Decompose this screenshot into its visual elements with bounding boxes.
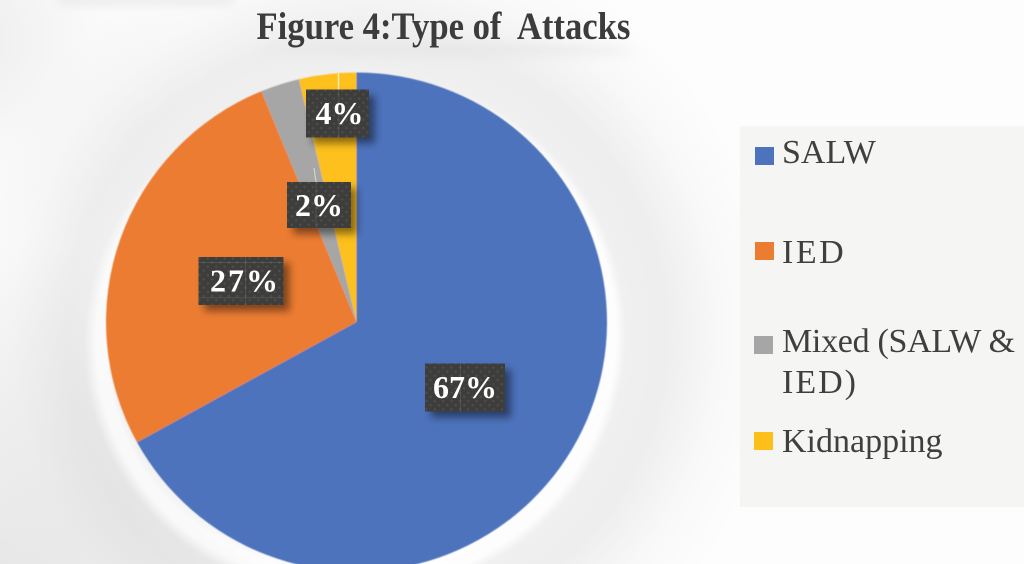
- svg-text:2%: 2%: [295, 187, 343, 223]
- svg-text:4%: 4%: [316, 95, 364, 131]
- svg-text:67%: 67%: [433, 369, 497, 405]
- svg-text:27%: 27%: [210, 263, 280, 299]
